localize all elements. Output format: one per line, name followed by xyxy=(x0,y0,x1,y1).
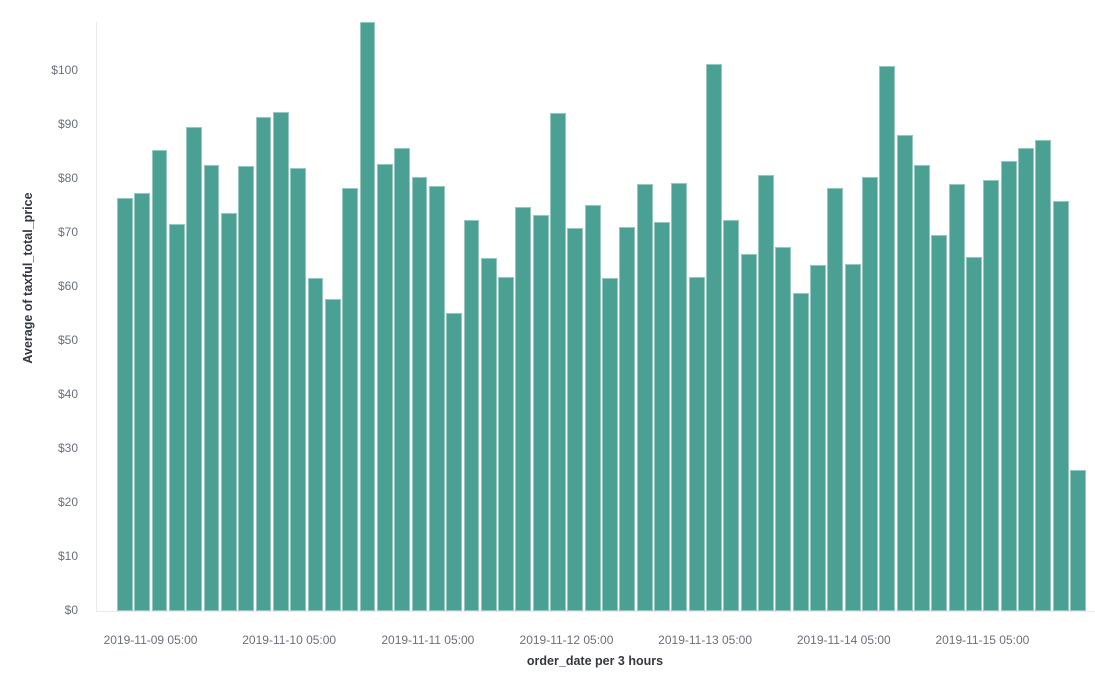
y-tick-label: $10 xyxy=(57,548,78,563)
y-tick-label: $0 xyxy=(64,603,78,617)
bar[interactable] xyxy=(706,63,722,611)
y-tick-label: $80 xyxy=(57,170,78,185)
y-tick-label: $50 xyxy=(57,332,78,347)
bar[interactable] xyxy=(1070,469,1086,611)
bar[interactable] xyxy=(220,212,237,611)
bar[interactable] xyxy=(671,182,688,611)
bar[interactable] xyxy=(948,183,965,611)
bar[interactable] xyxy=(186,126,203,611)
x-tick-label: 2019-11-12 05:00 xyxy=(519,633,614,647)
y-tick-label: $60 xyxy=(57,278,78,293)
bar[interactable] xyxy=(879,66,896,611)
bar[interactable] xyxy=(914,165,930,611)
bar[interactable] xyxy=(1018,147,1034,611)
bar[interactable] xyxy=(446,312,462,611)
y-tick-label: $40 xyxy=(57,386,78,401)
bar[interactable] xyxy=(428,185,445,611)
plot-area xyxy=(96,22,1095,612)
bar[interactable] xyxy=(844,263,861,611)
bar[interactable] xyxy=(238,166,254,611)
bar[interactable] xyxy=(966,256,982,611)
y-tick-label: $100 xyxy=(51,62,78,77)
bar[interactable] xyxy=(619,226,636,611)
bar[interactable] xyxy=(723,219,740,611)
bar[interactable] xyxy=(134,192,151,611)
bar[interactable] xyxy=(567,228,584,611)
bar[interactable] xyxy=(827,187,844,611)
bar[interactable] xyxy=(550,113,566,611)
bar[interactable] xyxy=(775,246,792,611)
bar[interactable] xyxy=(1035,140,1052,611)
y-tick-label: $30 xyxy=(57,440,78,455)
bar[interactable] xyxy=(307,278,324,611)
bar[interactable] xyxy=(1000,161,1017,611)
bar[interactable] xyxy=(584,204,601,611)
y-tick-label: $70 xyxy=(57,224,78,239)
bar[interactable] xyxy=(342,188,358,611)
bar[interactable] xyxy=(394,148,410,611)
x-tick-label: 2019-11-09 05:00 xyxy=(103,633,198,647)
bar[interactable] xyxy=(931,234,948,611)
bar[interactable] xyxy=(116,197,133,611)
bar[interactable] xyxy=(151,149,168,611)
x-axis-title: order_date per 3 hours xyxy=(526,654,664,668)
bar[interactable] xyxy=(411,176,428,611)
bar[interactable] xyxy=(792,293,809,611)
bar[interactable] xyxy=(463,220,480,611)
bar[interactable] xyxy=(203,164,220,611)
bar[interactable] xyxy=(688,276,705,611)
bar[interactable] xyxy=(532,214,549,611)
bar[interactable] xyxy=(758,174,774,611)
bar[interactable] xyxy=(602,278,618,611)
y-tick-label: $90 xyxy=(57,116,78,131)
bar[interactable] xyxy=(983,179,1000,611)
bar[interactable] xyxy=(324,299,341,611)
x-tick-label: 2019-11-11 05:00 xyxy=(381,633,475,647)
x-tick-label: 2019-11-14 05:00 xyxy=(796,633,891,647)
x-tick-label: 2019-11-10 05:00 xyxy=(242,633,337,647)
x-tick-label: 2019-11-13 05:00 xyxy=(658,633,753,647)
x-tick-label: 2019-11-15 05:00 xyxy=(935,633,1030,647)
bar[interactable] xyxy=(1052,200,1069,611)
bar[interactable] xyxy=(376,163,393,611)
bar[interactable] xyxy=(480,257,497,611)
bar[interactable] xyxy=(896,134,913,611)
bar[interactable] xyxy=(168,223,185,611)
bar[interactable] xyxy=(498,276,514,611)
bar[interactable] xyxy=(255,116,272,611)
bar[interactable] xyxy=(862,176,878,611)
bar[interactable] xyxy=(810,264,826,611)
bar[interactable] xyxy=(654,221,670,611)
bar[interactable] xyxy=(290,167,306,611)
bar[interactable] xyxy=(740,253,757,611)
bar[interactable] xyxy=(272,112,289,611)
y-tick-label: $20 xyxy=(57,494,78,509)
bar[interactable] xyxy=(636,183,653,611)
bar[interactable] xyxy=(515,207,532,611)
bar[interactable] xyxy=(359,22,376,611)
